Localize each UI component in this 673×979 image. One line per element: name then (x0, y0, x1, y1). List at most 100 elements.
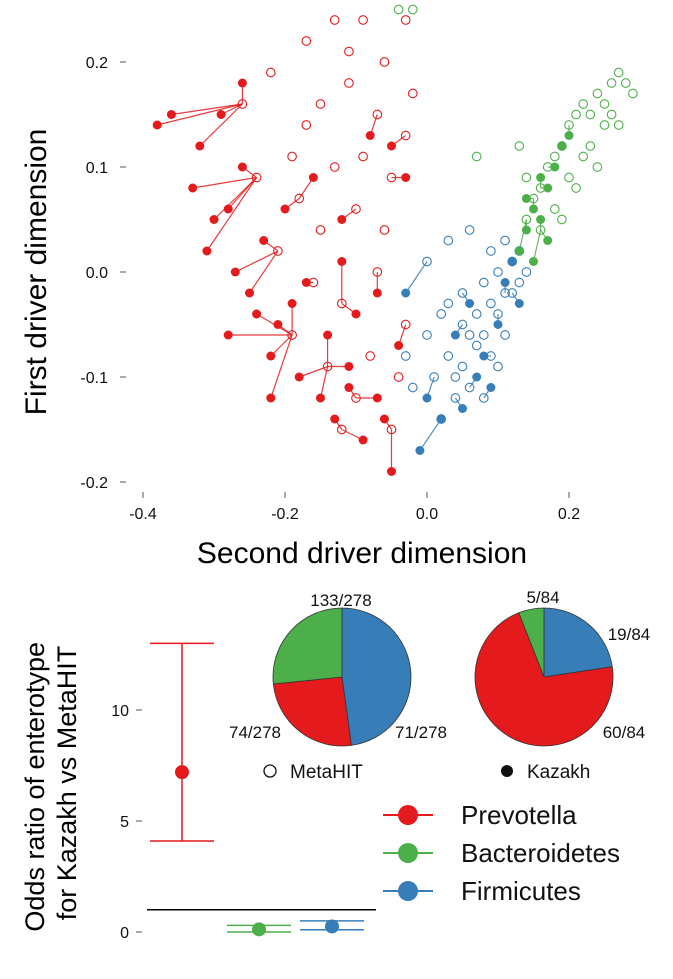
bacteroidetes-kazakh-point (543, 236, 553, 245)
kazakh-pie (474, 607, 614, 747)
prevotella-metahit-point (336, 298, 347, 309)
bacteroidetes-kazakh-point (521, 225, 531, 235)
bacteroidetes-metahit-point (549, 151, 560, 162)
firmicutes-metahit-point (500, 330, 510, 340)
kazakh-prevotella-label: 60/84 (603, 723, 646, 742)
bacteroidetes-pair-link (532, 229, 542, 262)
prevotella-metahit-point (358, 151, 368, 162)
prevotella-metahit-point (351, 204, 361, 214)
prevotella-kazakh-point (266, 351, 276, 361)
prevotella-kazakh-point (330, 414, 340, 424)
prevotella-metahit-point (237, 99, 248, 109)
firmicutes-kazakh-point (479, 351, 489, 361)
prevotella-pair-link (199, 103, 243, 147)
legend-bacteroidetes-label: Bacteroidetes (461, 838, 620, 868)
metahit-points (237, 4, 638, 435)
firmicutes-pair-link (405, 261, 428, 294)
metahit-cohort-label: MetaHIT (290, 762, 363, 783)
prevotella-metahit-point (379, 225, 390, 235)
kazakh-bacteroidetes-label: 5/84 (526, 588, 559, 607)
bacteroidetes-kazakh-point (521, 194, 531, 203)
firmicutes-metahit-point (500, 288, 510, 298)
prevotella-kazakh-point (337, 215, 347, 224)
y-tick-label: -0.1 (80, 370, 108, 387)
odds-ratio-panel: Odds ratio of enterotype for Kazakh vs M… (20, 642, 376, 942)
firmicutes-metahit-point (400, 351, 411, 361)
prevotella-pair-link (319, 366, 329, 399)
prevotella-metahit-point (344, 46, 354, 57)
firmicutes-odds-ratio-point (325, 919, 339, 934)
firmicutes-metahit-point (422, 330, 432, 340)
bacteroidetes-metahit-point (585, 109, 596, 120)
firmicutes-metahit-point (514, 277, 525, 288)
metahit-bacteroidetes-slice (272, 607, 343, 685)
bacteroidetes-metahit-point (393, 4, 404, 15)
kazakh-bacteroidetes-slice (518, 607, 545, 678)
kazakh-points (152, 78, 574, 476)
bacteroidetes-metahit-point (557, 214, 567, 225)
y-tick-label: -0.2 (80, 475, 108, 492)
firmicutes-metahit-point (478, 277, 489, 288)
kazakh-cohort-label: Kazakh (527, 762, 590, 783)
prevotella-pair-link (206, 177, 258, 252)
prevotella-metahit-point (400, 15, 411, 25)
bacteroidetes-metahit-point (628, 88, 638, 99)
prevotella-pair-link (270, 334, 293, 399)
firmicutes-metahit-point (464, 330, 475, 340)
firmicutes-metahit-point (422, 256, 432, 267)
bacteroidetes-metahit-point (599, 99, 610, 109)
prevotella-metahit-point (372, 109, 383, 120)
bacteroidetes-metahit-point (407, 4, 418, 15)
bacteroidetes-metahit-point (521, 172, 532, 183)
bacteroidetes-metahit-point (606, 109, 617, 120)
prevotella-metahit-point (379, 57, 390, 67)
prevotella-metahit-point (336, 424, 347, 435)
prevotella-kazakh-point (394, 341, 404, 350)
firmicutes-metahit-point (493, 309, 503, 319)
prevotella-kazakh-point (195, 141, 205, 151)
firmicutes-metahit-point (457, 361, 468, 372)
y-axis-title: First driver dimension (20, 129, 53, 416)
prevotella-metahit-point (329, 162, 340, 172)
prevotella-metahit-point (386, 172, 397, 183)
firmicutes-kazakh-point (486, 383, 496, 392)
firmicutes-metahit-point (521, 267, 532, 277)
bacteroidetes-kazakh-point (514, 246, 524, 256)
firmicutes-metahit-point (450, 372, 461, 382)
prevotella-kazakh-point (316, 393, 325, 403)
bacteroidetes-metahit-point (549, 204, 560, 214)
prevotella-kazakh-point (152, 120, 162, 130)
bacteroidetes-kazakh-point (557, 141, 567, 151)
y-tick-label: 0.1 (86, 160, 108, 177)
prevotella-kazakh-point (344, 383, 354, 392)
prevotella-metahit-point (393, 372, 404, 382)
bacteroidetes-odds-ratio-point (252, 922, 266, 937)
prevotella-kazakh-point (337, 257, 347, 266)
prevotella-metahit-point (273, 246, 283, 256)
prevotella-metahit-point (251, 172, 262, 183)
y-tick-label: 0.2 (86, 55, 108, 72)
prevotella-metahit-point (372, 267, 383, 277)
paired-sample-links (157, 83, 570, 472)
prevotella-kazakh-point (323, 330, 333, 340)
firmicutes-kazakh-point (472, 372, 482, 382)
prevotella-metahit-point (265, 67, 276, 78)
metahit-prevotella-label: 71/278 (395, 723, 447, 742)
prevotella-pair-link (270, 334, 293, 357)
bacteroidetes-pair-link (518, 219, 527, 252)
bacteroidetes-kazakh-point (543, 183, 553, 193)
firmicutes-kazakh-point (500, 278, 510, 287)
prevotella-kazakh-point (287, 299, 297, 308)
legend-firmicutes-marker (398, 881, 418, 901)
prevotella-metahit-point (301, 36, 312, 46)
open-circle-marker-key (263, 764, 277, 778)
metahit-firmicutes-label: 133/278 (310, 591, 371, 610)
firmicutes-kazakh-point (450, 330, 460, 340)
bacteroidetes-metahit-point (599, 120, 610, 130)
prevotella-kazakh-point (344, 362, 354, 371)
kazakh-firmicutes-slice (543, 607, 613, 678)
prevotella-metahit-point (358, 15, 368, 25)
prevotella-kazakh-point (387, 141, 396, 151)
firmicutes-metahit-point (500, 235, 510, 246)
prevotella-pair-link (227, 177, 258, 210)
